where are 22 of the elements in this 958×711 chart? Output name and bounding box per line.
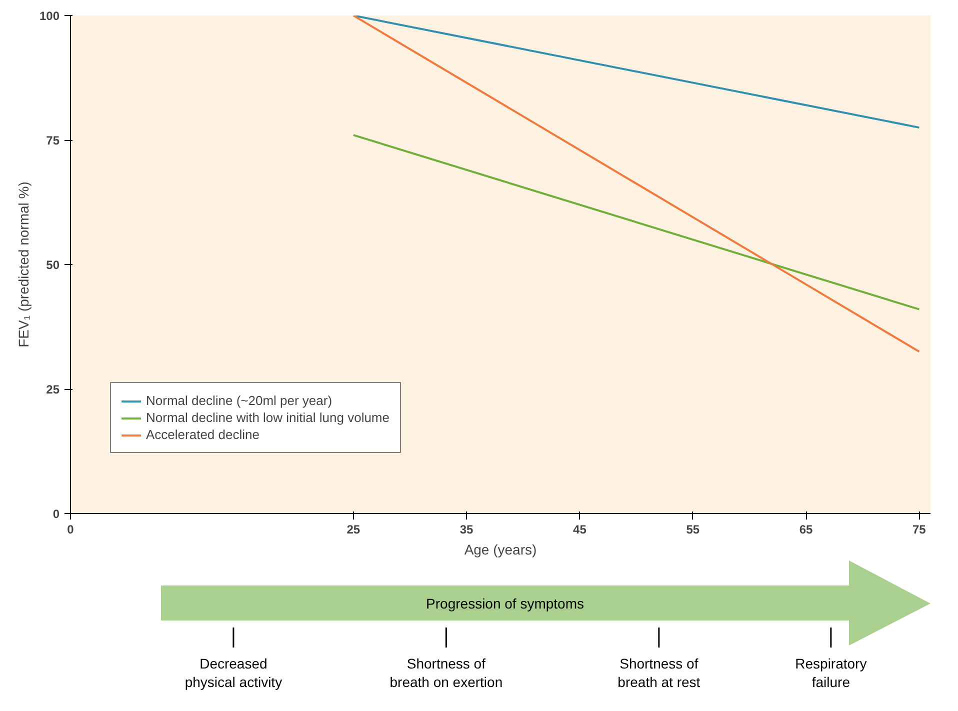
x-tick-label: 0 xyxy=(67,522,74,536)
y-tick-label: 25 xyxy=(46,382,60,396)
text: Respiratory failure xyxy=(795,656,867,690)
y-tick-label: 100 xyxy=(39,9,60,23)
x-tick-label: 25 xyxy=(346,522,360,536)
legend-label: Accelerated decline xyxy=(146,427,260,442)
y-axis-title: FEV₁ (predicted normal %) xyxy=(15,182,32,348)
y-tick-label: 50 xyxy=(46,258,60,272)
text: Shortness of breath at rest xyxy=(618,656,700,690)
x-tick-label: 65 xyxy=(799,522,814,536)
text: Progression of symptoms xyxy=(426,596,584,612)
x-tick-label: 55 xyxy=(686,522,700,536)
text: Shortness of breath on exertion xyxy=(390,656,503,690)
y-tick-label: 75 xyxy=(46,134,60,148)
y-tick-label: 0 xyxy=(52,507,60,521)
legend-label: Normal decline with low initial lung volume xyxy=(146,410,390,425)
x-tick-label: 75 xyxy=(912,522,926,536)
legend-label: Normal decline (~20ml per year) xyxy=(146,393,332,408)
x-tick-label: 35 xyxy=(460,522,474,536)
text: Decreased physical activity xyxy=(184,656,282,690)
x-axis-title: Age (years) xyxy=(464,542,537,558)
x-tick-label: 45 xyxy=(573,522,587,536)
